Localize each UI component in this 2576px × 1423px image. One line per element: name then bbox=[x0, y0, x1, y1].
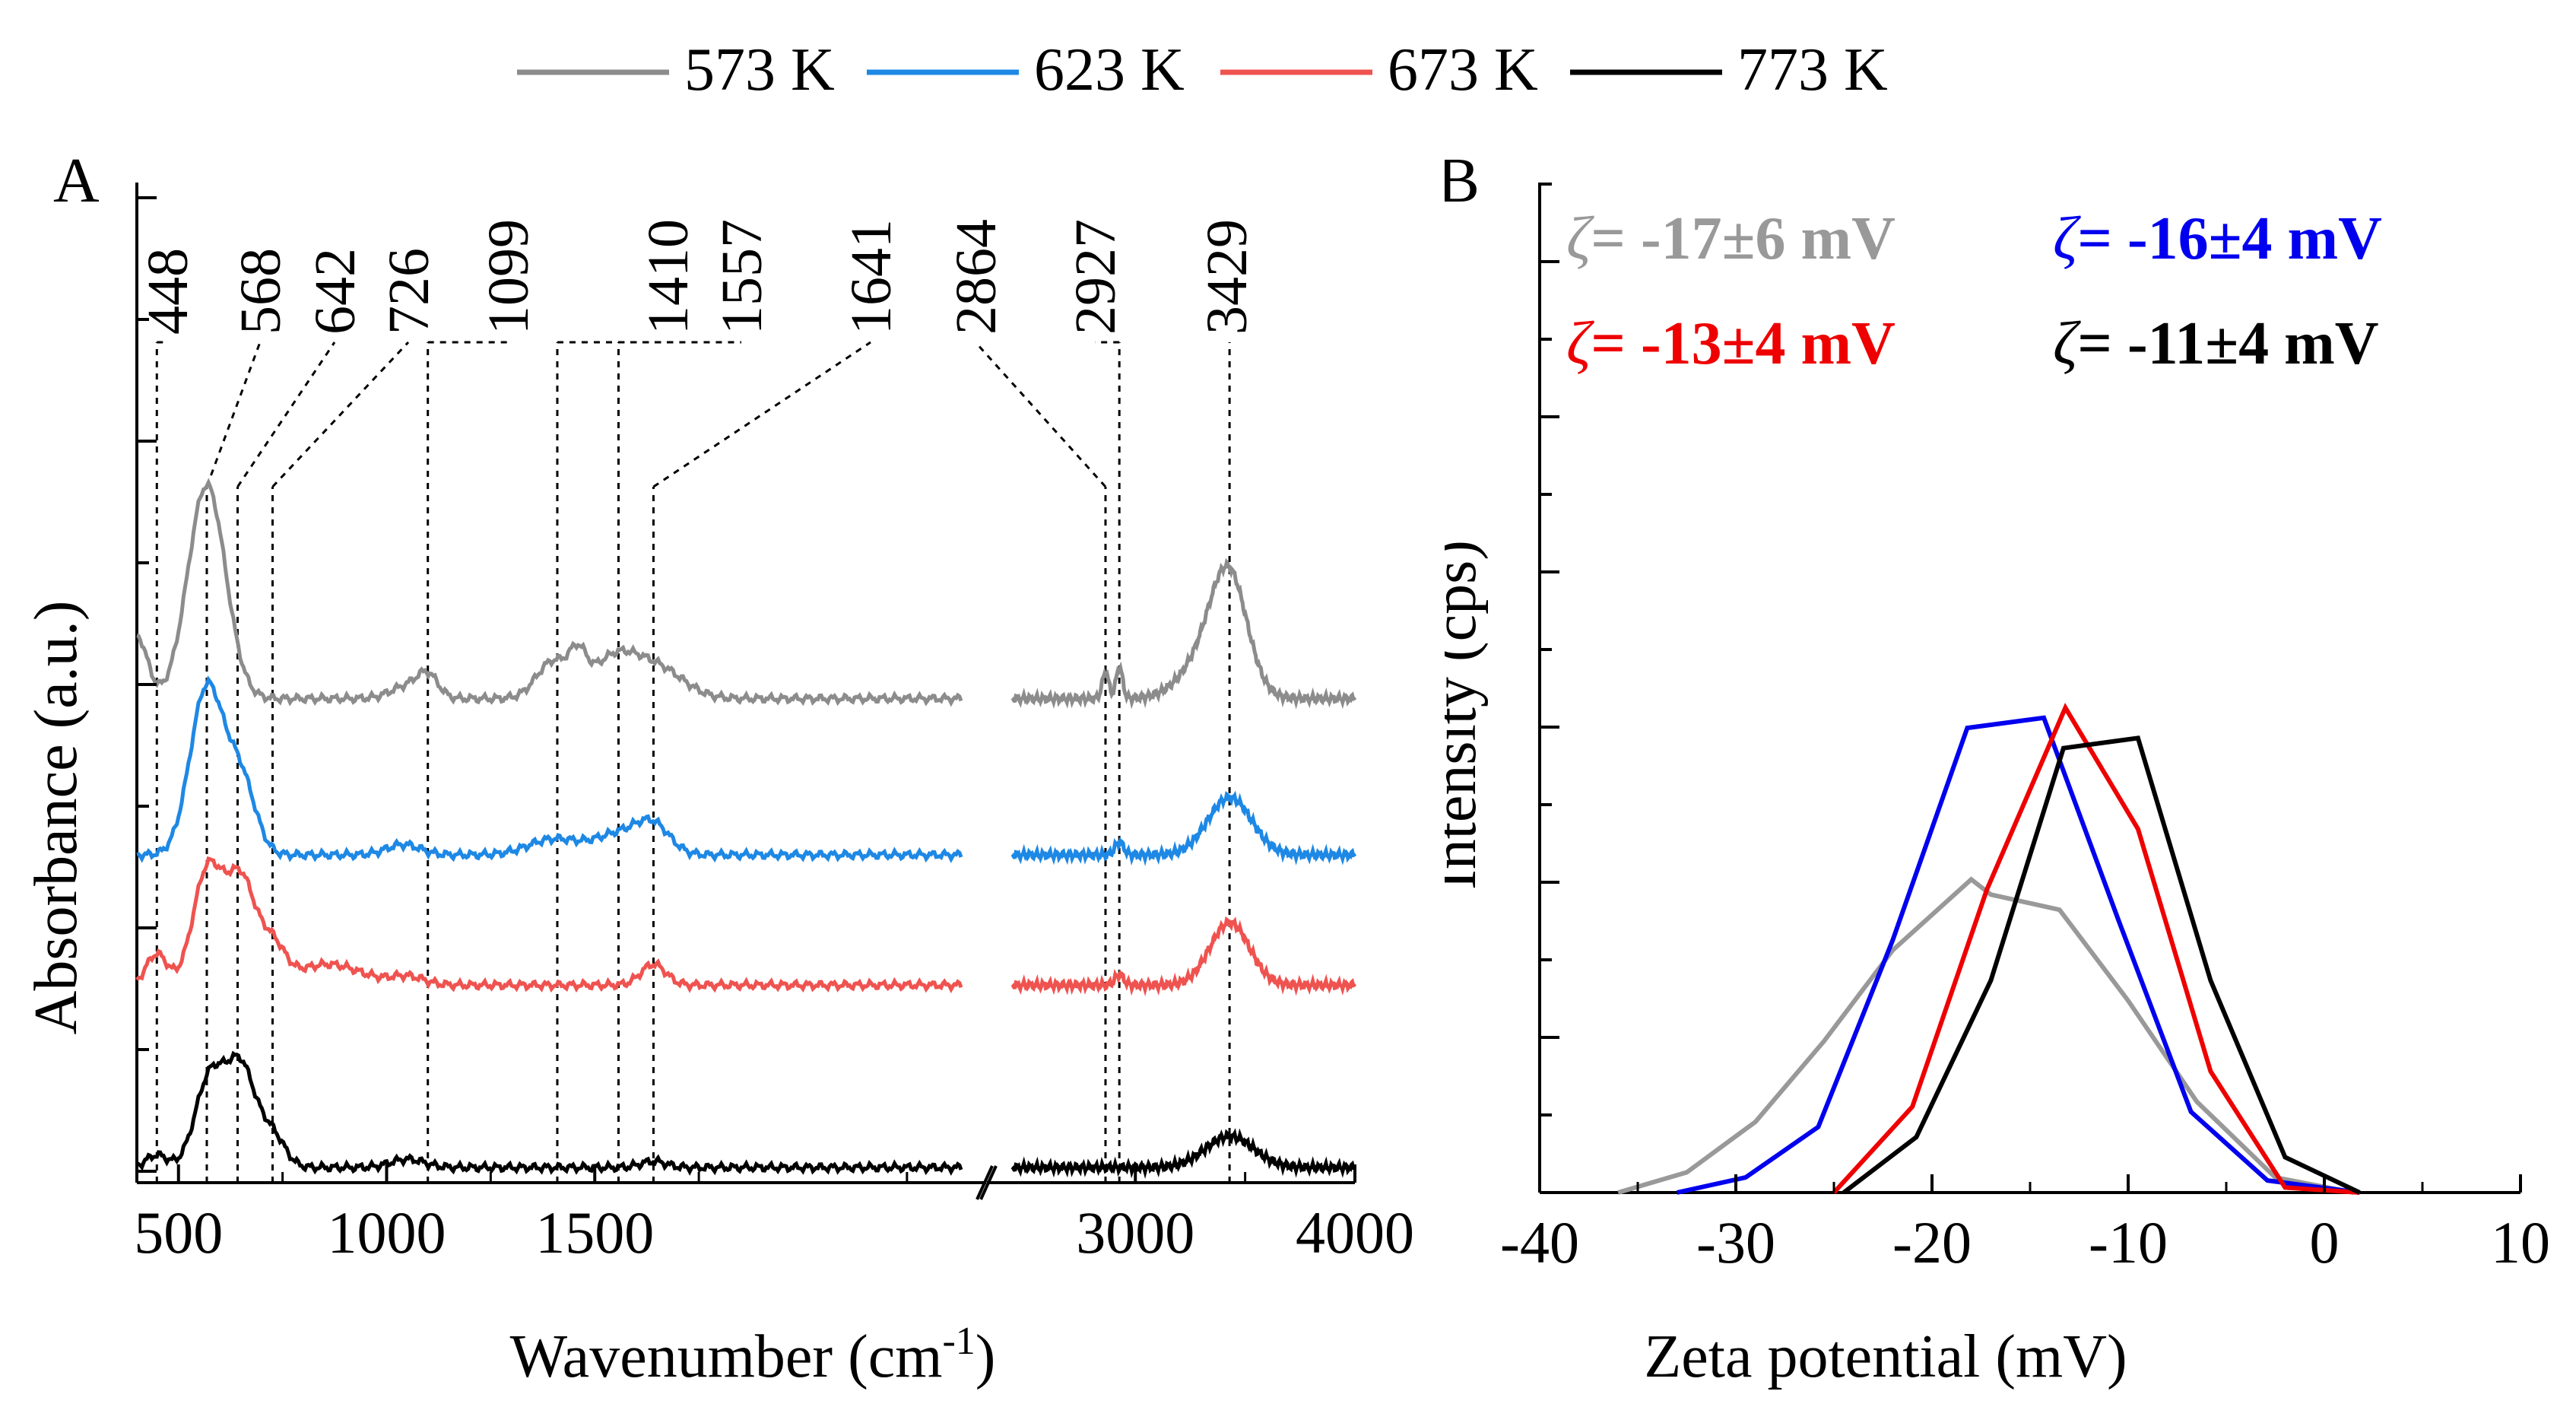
ftir-x-axis-label-close: ) bbox=[976, 1323, 996, 1390]
zeta-x-axis-label: Zeta potential (mV) bbox=[1644, 1323, 2127, 1390]
ftir-series-line bbox=[135, 856, 963, 994]
ftir-peak-label: 1641 bbox=[839, 219, 903, 335]
zeta-annotation: ζ= -16±4 mV bbox=[2053, 205, 2382, 272]
zeta-value: = -11±4 mV bbox=[2077, 310, 2378, 377]
ftir-x-tick-label: 3000 bbox=[1076, 1199, 1194, 1266]
zeta-symbol: ζ bbox=[1566, 310, 1594, 377]
ftir-series-line bbox=[136, 675, 963, 863]
ftir-chart: A 448 568 642 726 1099 1410 1557 1641 2864 2927 34… bbox=[23, 145, 1414, 1390]
ftir-peak-label: 1410 bbox=[636, 219, 700, 335]
ftir-series-line bbox=[136, 478, 963, 707]
ftir-x-axis-label-sup: -1 bbox=[942, 1320, 975, 1363]
ftir-x-tick-label: 1000 bbox=[328, 1199, 446, 1266]
zeta-annotation: ζ= -13±4 mV bbox=[1566, 310, 1896, 377]
zeta-value: = -17±6 mV bbox=[1591, 205, 1896, 272]
zeta-ticks: -40 -30 -20 -10 0 10 bbox=[1500, 183, 2550, 1275]
zeta-x-tick-label: -40 bbox=[1500, 1209, 1579, 1275]
ftir-peak-label: 2927 bbox=[1064, 219, 1128, 335]
zeta-x-tick-label: -30 bbox=[1696, 1209, 1775, 1275]
legend-label-773: 773 K bbox=[1737, 37, 1888, 103]
zeta-symbol: ζ bbox=[2053, 310, 2081, 377]
zeta-chart: B -40 -30 -20 -10 0 10 ζ= -17±6 mV ζ= -16±4 mV… bbox=[1445, 145, 2550, 1390]
ftir-peak-label: 3429 bbox=[1195, 219, 1259, 335]
ftir-peak-leader bbox=[652, 341, 871, 488]
legend-label-573: 573 K bbox=[684, 37, 835, 103]
zeta-annotation: ζ= -17±6 mV bbox=[1566, 205, 1896, 272]
zeta-x-tick-label: -20 bbox=[1892, 1209, 1972, 1275]
ftir-peak-leader bbox=[236, 341, 336, 488]
ftir-y-axis-label: Absorbance (a.u.) bbox=[23, 601, 90, 1035]
zeta-symbol: ζ bbox=[2053, 205, 2081, 272]
zeta-series-line bbox=[1676, 715, 2360, 1195]
ftir-peak-label: 1557 bbox=[710, 219, 774, 335]
zeta-series-line bbox=[1617, 876, 2355, 1195]
ftir-peak-markers: 448 568 642 726 1099 1410 1557 1641 2864 2927 3429 bbox=[136, 219, 1259, 1183]
ftir-series-line bbox=[135, 1050, 963, 1176]
ftir-axes bbox=[135, 183, 1355, 1200]
ftir-series-line bbox=[1010, 557, 1357, 710]
ftir-series-line bbox=[1010, 1128, 1357, 1180]
axis-break-mark bbox=[979, 1165, 998, 1200]
ftir-x-tick-label: 500 bbox=[134, 1199, 223, 1266]
zeta-annotation: ζ= -11±4 mV bbox=[2053, 310, 2379, 377]
zeta-series bbox=[1617, 703, 2361, 1195]
zeta-value: = -13±4 mV bbox=[1591, 310, 1896, 377]
legend-label-673: 673 K bbox=[1388, 37, 1538, 103]
ftir-x-tick-label: 4000 bbox=[1296, 1199, 1414, 1266]
ftir-peak-leader bbox=[271, 341, 410, 488]
ftir-series bbox=[135, 478, 1357, 1180]
ftir-ticks: 500 1000 1500 3000 4000 bbox=[134, 196, 1414, 1266]
ftir-series-line bbox=[1010, 790, 1357, 866]
zeta-value: = -16±4 mV bbox=[2077, 205, 2382, 272]
axis-break-mark bbox=[976, 1165, 994, 1200]
panel-a-letter: A bbox=[53, 145, 100, 216]
panel-b-letter: B bbox=[1445, 145, 1480, 216]
zeta-x-tick-label: -10 bbox=[2089, 1209, 2168, 1275]
ftir-x-axis-label-main: Wavenumber (cm bbox=[510, 1323, 943, 1390]
ftir-series-line bbox=[1010, 916, 1357, 997]
legend-label-623: 623 K bbox=[1034, 37, 1185, 103]
ftir-peak-label: 642 bbox=[303, 248, 367, 335]
ftir-peak-label: 726 bbox=[377, 248, 441, 335]
zeta-x-tick-label: 0 bbox=[2310, 1209, 2340, 1275]
ftir-x-axis-label: Wavenumber (cm-1) bbox=[510, 1320, 996, 1390]
ftir-peak-label: 1099 bbox=[477, 219, 541, 335]
zeta-series-line bbox=[1842, 735, 2361, 1195]
ftir-peak-leader bbox=[205, 341, 262, 488]
zeta-x-tick-label: 10 bbox=[2491, 1209, 2550, 1275]
legend: 573 K 623 K 673 K 773 K bbox=[517, 37, 1888, 103]
zeta-y-axis-label: Intensity (cps) bbox=[1445, 540, 1489, 890]
ftir-peak-label: 568 bbox=[229, 248, 293, 335]
zeta-annotations: ζ= -17±6 mV ζ= -16±4 mVζ= -13±4 mV ζ= -11±… bbox=[1566, 205, 2382, 377]
ftir-peak-label: 2864 bbox=[944, 219, 1008, 335]
ftir-peak-label: 448 bbox=[136, 248, 200, 335]
ftir-peak-leader bbox=[974, 341, 1107, 488]
zeta-symbol: ζ bbox=[1566, 205, 1594, 272]
ftir-x-tick-label: 1500 bbox=[535, 1199, 654, 1266]
zeta-series-line bbox=[1832, 703, 2360, 1195]
